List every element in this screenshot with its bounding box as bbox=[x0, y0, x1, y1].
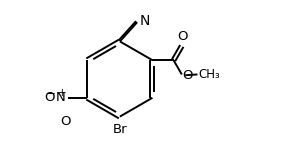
Text: +: + bbox=[58, 88, 67, 98]
Text: O: O bbox=[183, 69, 193, 82]
Text: −: − bbox=[45, 87, 55, 100]
Text: O: O bbox=[177, 30, 187, 43]
Text: CH₃: CH₃ bbox=[198, 68, 220, 81]
Text: O: O bbox=[60, 115, 71, 128]
Text: O: O bbox=[44, 91, 54, 104]
Text: N: N bbox=[139, 14, 150, 28]
Text: Br: Br bbox=[113, 123, 127, 136]
Text: N: N bbox=[56, 91, 66, 104]
